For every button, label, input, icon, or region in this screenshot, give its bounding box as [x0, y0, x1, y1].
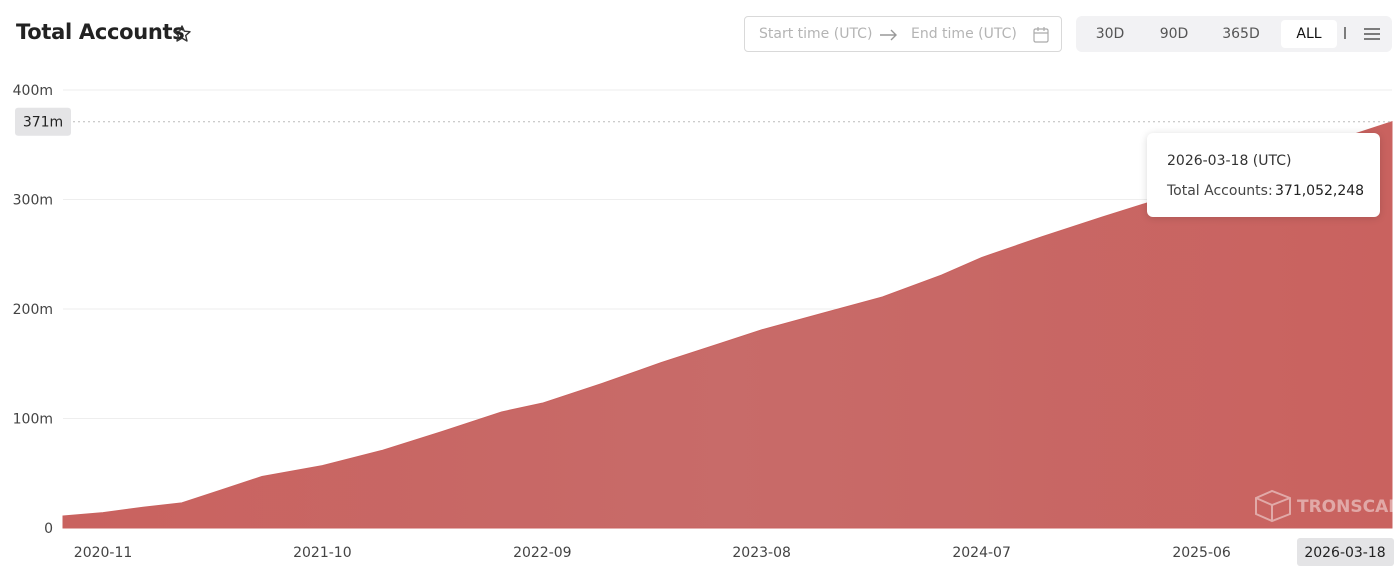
range-button[interactable]: 365D [1222, 26, 1260, 42]
page-title: Total Accounts [16, 20, 185, 44]
range-button[interactable]: 30D [1095, 26, 1125, 42]
y-tick-label: 100m [13, 412, 53, 428]
date-range-picker[interactable]: Start time (UTC) End time (UTC) [744, 16, 1062, 52]
x-tick-label: 2022-09 [513, 545, 572, 561]
crosshair-y-badge [15, 107, 71, 136]
tooltip-value: 371,052,248 [1275, 183, 1365, 199]
calendar-icon [1033, 27, 1049, 43]
x-tick-label: 2025-06 [1172, 545, 1231, 561]
tooltip-title: 2026-03-18 (UTC) [1167, 153, 1292, 169]
range-buttons: 30D 90D 365D ALL [1076, 16, 1392, 52]
y-tick-label: 300m [13, 193, 53, 209]
y-tick-label: 400m [13, 83, 53, 99]
x-tick-label: 2023-08 [732, 545, 791, 561]
watermark: TRONSCAN [1297, 497, 1397, 517]
watermark-logo [1255, 489, 1291, 523]
y-tick-label: 200m [13, 302, 53, 318]
crosshair-y-label: 371m [23, 115, 63, 131]
favorite-star[interactable] [172, 24, 192, 44]
x-tick-label: 2021-10 [293, 545, 352, 561]
tooltip: 2026-03-18 (UTC) Total Accounts: 371,052… [1147, 133, 1380, 217]
menu-icon[interactable] [1342, 25, 1386, 43]
end-input[interactable]: End time (UTC) [911, 26, 1017, 42]
y-tick-label: 0 [44, 521, 53, 537]
range-button[interactable]: 90D [1159, 26, 1189, 42]
crosshair-x-label: 2026-03-18 [1304, 545, 1385, 561]
arrow-icon [880, 29, 897, 41]
range-button[interactable]: ALL [1281, 20, 1337, 48]
start-input[interactable]: Start time (UTC) [759, 26, 873, 42]
x-tick-label: 2024-07 [952, 545, 1011, 561]
crosshair-x-badge [1297, 538, 1394, 566]
tooltip-label: Total Accounts: [1167, 183, 1273, 199]
x-tick-label: 2020-11 [74, 545, 133, 561]
